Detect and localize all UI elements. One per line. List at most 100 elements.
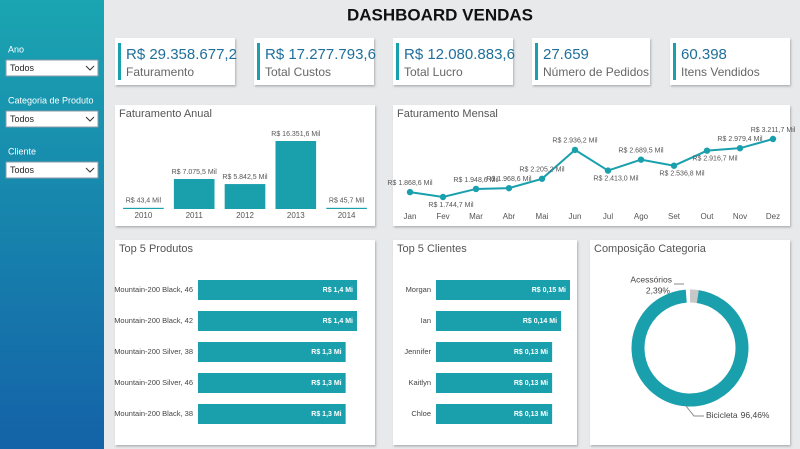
x-tick-label: Jan xyxy=(404,212,417,221)
filter-label: Categoria de Produto xyxy=(8,95,94,105)
bar xyxy=(224,184,266,209)
page-title: DASHBOARD VENDAS xyxy=(347,5,533,24)
value-label: R$ 43,4 Mil xyxy=(126,198,162,205)
x-tick-label: 2014 xyxy=(338,211,356,220)
line xyxy=(409,138,774,199)
chart-title: Top 5 Clientes xyxy=(397,243,467,255)
x-tick-label: Fev xyxy=(436,212,449,221)
value-label: R$ 1,3 Mi xyxy=(311,411,341,418)
x-tick-label: 2011 xyxy=(186,211,204,220)
bar xyxy=(275,141,317,209)
chart-title: Faturamento Anual xyxy=(119,108,212,120)
x-tick-label: Dez xyxy=(766,212,780,221)
dropdown-value: Todos xyxy=(10,165,35,175)
kpi-value: R$ 17.277.793,6 xyxy=(265,46,376,63)
value-label: R$ 2.689,5 Mil xyxy=(618,147,664,154)
leader-line xyxy=(685,405,704,417)
value-label: R$ 1.744,7 Mil xyxy=(428,202,474,209)
value-label: R$ 0,15 Mi xyxy=(532,287,566,294)
kpi-card xyxy=(532,38,650,85)
point xyxy=(472,185,480,193)
value-label: R$ 1,4 Mi xyxy=(323,318,353,325)
kpi-card xyxy=(254,38,374,85)
value-label: R$ 2.916,7 Mil xyxy=(692,156,738,163)
bar xyxy=(436,342,553,362)
point xyxy=(736,144,744,152)
value-label: R$ 1,4 Mi xyxy=(323,287,353,294)
bar xyxy=(436,311,562,331)
kpi-value: 60.398 xyxy=(681,46,727,63)
kpi-value: R$ 12.080.883,6 xyxy=(404,46,515,63)
point xyxy=(703,147,711,154)
kpi-value: 27.659 xyxy=(543,46,589,63)
value-label: R$ 2.413,0 Mil xyxy=(593,175,639,182)
point xyxy=(670,162,678,169)
bar xyxy=(198,373,346,393)
point xyxy=(505,184,513,192)
y-tick-label: Morgan xyxy=(406,285,431,294)
filter-label: Cliente xyxy=(8,146,36,156)
chart-title: Composição Categoria xyxy=(594,243,707,255)
chart-title: Top 5 Produtos xyxy=(119,243,193,255)
kpi-card xyxy=(670,38,790,85)
value-label: R$ 0,13 Mi xyxy=(514,380,548,387)
value-label: R$ 1.968,6 Mil xyxy=(486,176,532,183)
dropdown-value: Todos xyxy=(10,114,35,124)
filter-label: Ano xyxy=(8,44,24,54)
kpi-accent xyxy=(257,43,260,80)
dropdown-arrow xyxy=(85,167,95,173)
dropdown[interactable] xyxy=(5,59,99,77)
value-label: R$ 2.979,4 Mil xyxy=(717,136,763,143)
x-tick-label: Jul xyxy=(603,212,613,221)
point xyxy=(604,167,612,174)
value-label: R$ 45,7 Mil xyxy=(329,198,365,205)
bar xyxy=(198,280,357,300)
value-label: R$ 2.205,2 Mil xyxy=(519,167,565,174)
value-label: R$ 1,3 Mi xyxy=(311,380,341,387)
point xyxy=(439,193,447,201)
y-tick-label: Mountain-200 Black, 46 xyxy=(114,285,193,294)
kpi-label: Total Lucro xyxy=(404,65,463,79)
point xyxy=(769,135,777,143)
kpi-accent xyxy=(396,43,399,80)
kpi-accent xyxy=(673,43,676,80)
y-tick-label: Chloe xyxy=(411,409,431,418)
bar xyxy=(198,404,346,424)
bar xyxy=(436,280,570,300)
dropdown[interactable] xyxy=(5,110,99,128)
kpi-accent xyxy=(118,43,121,80)
panel xyxy=(393,105,790,226)
value-label: R$ 1,3 Mi xyxy=(311,349,341,356)
x-tick-label: Nov xyxy=(733,212,747,221)
kpi-label: Itens Vendidos xyxy=(681,65,760,79)
bar xyxy=(173,179,215,209)
bar xyxy=(198,311,357,331)
dropdown-arrow xyxy=(85,116,95,122)
point xyxy=(637,156,645,163)
y-tick-label: Mountain-200 Black, 38 xyxy=(114,409,193,418)
x-tick-label: 2013 xyxy=(287,211,305,220)
value-label: R$ 2.936,2 Mil xyxy=(552,138,598,145)
slice-value: 96,46% xyxy=(741,410,770,420)
x-tick-label: Jun xyxy=(569,212,582,221)
bar xyxy=(326,207,367,209)
bar xyxy=(436,373,553,393)
value-label: R$ 3.211,7 Mil xyxy=(751,127,796,134)
x-tick-label: Mai xyxy=(536,212,549,221)
value-label: R$ 0,13 Mi xyxy=(514,349,548,356)
y-tick-label: Ian xyxy=(421,316,431,325)
point xyxy=(571,146,579,154)
value-label: R$ 7.075,5 Mil xyxy=(172,169,218,176)
slice-label: Acessórios xyxy=(630,274,672,284)
value-label: R$ 1.948,6 Mil xyxy=(453,177,499,184)
dropdown-arrow xyxy=(85,65,95,71)
dropdown[interactable] xyxy=(5,161,99,179)
value-label: R$ 1.868,6 Mil xyxy=(387,180,433,187)
donut-slice xyxy=(631,289,749,407)
y-tick-label: Kaitlyn xyxy=(408,378,431,387)
value-label: R$ 5.842,5 Mil xyxy=(222,174,268,181)
dropdown-value: Todos xyxy=(10,63,35,73)
point xyxy=(406,188,414,196)
